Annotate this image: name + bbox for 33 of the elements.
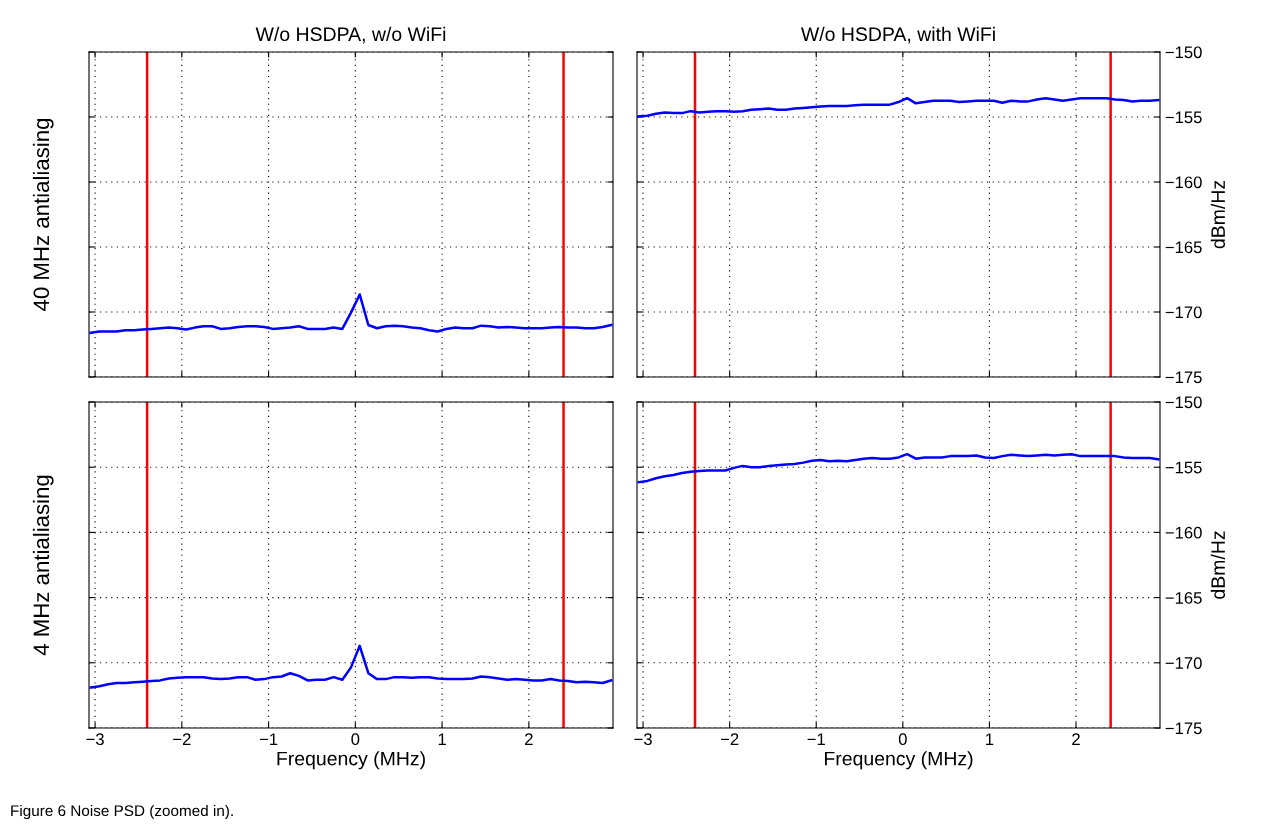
- y-tick-label: −165: [1165, 241, 1202, 254]
- x-tick-label: −3: [634, 733, 652, 746]
- caption: Figure 6 Noise PSD (zoomed in).: [11, 804, 233, 820]
- x-tick-label: 2: [1072, 733, 1080, 745]
- y-tick-label: −155: [1165, 111, 1202, 124]
- x-tick-label: −1: [807, 733, 825, 745]
- x-tick-label: 0: [898, 733, 907, 746]
- y-tick-label: −155: [1165, 461, 1202, 474]
- y-tick-label: −150: [1165, 46, 1202, 59]
- x-axis-title: Frequency (MHz): [825, 751, 973, 770]
- y-tick-label: −170: [1165, 657, 1202, 669]
- chart-title: W/o HSDPA, with WiFi: [800, 26, 995, 44]
- y-tick-label: −165: [1165, 592, 1202, 604]
- x-tick-label: 0: [351, 733, 360, 746]
- chart-title: W/o HSDPA, w/o WiFi: [255, 26, 446, 44]
- y-tick-label: −160: [1165, 526, 1202, 539]
- x-tick-label: 1: [438, 733, 446, 745]
- x-tick-label: −3: [86, 733, 104, 746]
- y-tick-label: −160: [1165, 176, 1202, 189]
- y-axis-title: dBm/Hz: [1210, 531, 1226, 599]
- x-tick-label: −2: [173, 733, 191, 745]
- y-axis-title: 4 MHz antialiasing: [32, 475, 54, 656]
- x-axis-title: Frequency (MHz): [277, 751, 425, 770]
- y-axis-title: 40 MHz antialiasing: [32, 118, 54, 311]
- x-tick-label: 1: [986, 733, 994, 745]
- y-tick-label: −150: [1165, 396, 1202, 409]
- x-tick-label: 2: [525, 733, 533, 745]
- y-axis-title: dBm/Hz: [1210, 180, 1226, 249]
- y-tick-label: −175: [1165, 371, 1202, 384]
- x-tick-label: −2: [720, 733, 739, 745]
- y-tick-label: −170: [1165, 306, 1202, 319]
- x-tick-label: −1: [259, 733, 278, 745]
- y-tick-label: −175: [1165, 722, 1202, 735]
